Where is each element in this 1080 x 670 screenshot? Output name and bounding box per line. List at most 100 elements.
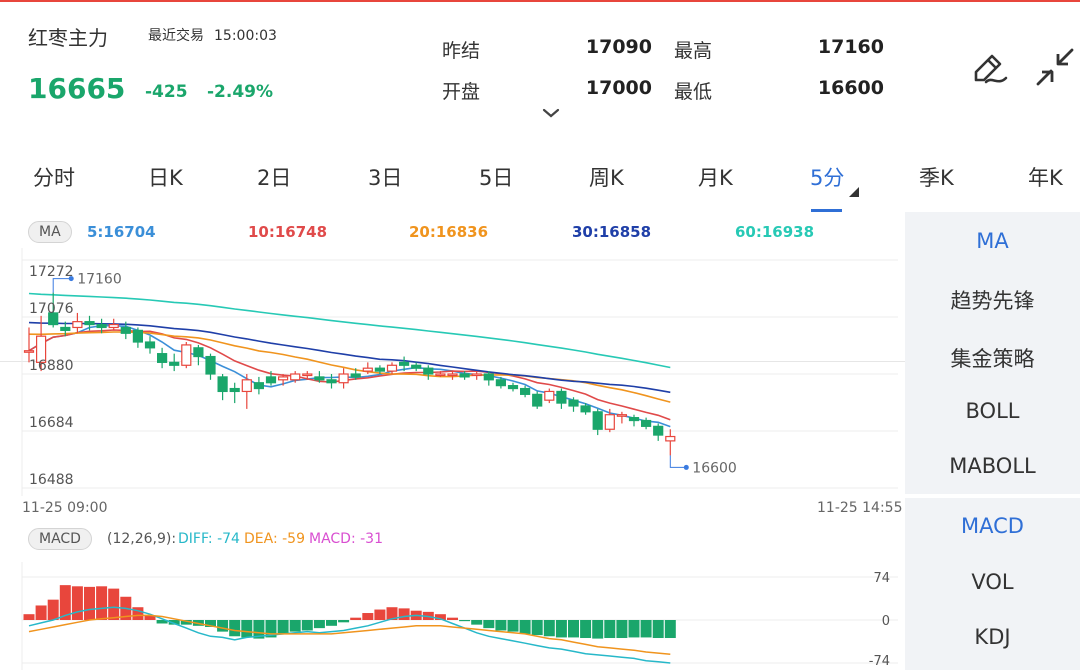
expand-chevron-icon[interactable] (540, 105, 562, 121)
candle-body (580, 405, 591, 413)
side-item-kdj[interactable]: KDJ (974, 625, 1011, 649)
candle-body (278, 376, 289, 381)
dropdown-corner-icon[interactable] (849, 182, 859, 201)
ma30-line (28, 321, 671, 394)
tab-5min[interactable]: 5分 (810, 166, 845, 190)
open-label: 开盘 (442, 81, 481, 103)
candle-body (157, 353, 168, 363)
candle-body (459, 373, 470, 378)
side-item-macd[interactable]: MACD (961, 514, 1024, 538)
candle-body (544, 390, 555, 401)
macd-bar (71, 586, 83, 620)
macd-bar (313, 620, 325, 629)
candle-body (556, 390, 567, 404)
side-item-boll[interactable]: BOLL (965, 399, 1020, 423)
macd-bar (180, 620, 192, 625)
macd-bar (84, 586, 95, 620)
candle-body (205, 355, 216, 375)
candle-body (447, 373, 458, 377)
macd-bar (47, 599, 59, 620)
candle-body (60, 326, 71, 331)
candle-body (193, 347, 204, 358)
macd-bar (616, 620, 628, 639)
macd-indicator-pill[interactable]: MACD (28, 528, 92, 550)
top-accent-line (0, 0, 1080, 2)
status-time: 15:00:03 (214, 28, 277, 44)
macd-bar (35, 605, 47, 620)
tab-2day[interactable]: 2日 (257, 166, 292, 190)
price-change: -425 (145, 82, 188, 102)
contract-name: 红枣主力 (28, 26, 108, 50)
active-tab-indicator (811, 209, 842, 212)
macd-bar (459, 620, 471, 622)
candle-body (362, 367, 373, 372)
candle-body (229, 387, 240, 393)
candle-body (423, 367, 434, 375)
high-marker-line (52, 278, 72, 293)
candle-body (628, 417, 640, 422)
side-item-trend-pioneer[interactable]: 趋势先锋 (950, 289, 1035, 313)
candle-body (386, 364, 398, 372)
macd-bar (253, 620, 265, 639)
macd-bar (156, 620, 168, 624)
macd-bar (471, 620, 483, 625)
status-label: 最近交易 (148, 28, 204, 44)
side-item-fund-strategy[interactable]: 集金策略 (950, 347, 1035, 371)
high-marker-dot (68, 276, 74, 282)
candle-body (96, 323, 107, 329)
candle-body (265, 376, 277, 384)
tab-quarter-k[interactable]: 季K (919, 166, 954, 190)
macd-bar (580, 620, 592, 639)
tab-5day[interactable]: 5日 (479, 166, 514, 190)
prev-settle-value: 17090 (585, 36, 652, 58)
macd-y-label: 0 (882, 614, 890, 629)
candle-body (568, 399, 579, 407)
candle-body (302, 373, 313, 377)
macd-bar (386, 607, 398, 620)
macd-bar (277, 620, 289, 634)
tab-timeshare[interactable]: 分时 (33, 166, 75, 190)
draw-pen-icon[interactable] (962, 42, 1014, 94)
tab-week-k[interactable]: 周K (589, 166, 624, 190)
macd-bar (531, 620, 543, 636)
side-item-maboll[interactable]: MABOLL (949, 454, 1036, 478)
macd-bar (568, 620, 579, 638)
macd-bar (628, 620, 640, 638)
side-item-ma[interactable]: MA (976, 229, 1009, 253)
macd-bar (217, 620, 229, 632)
tab-month-k[interactable]: 月K (698, 166, 733, 190)
candle-body (653, 425, 664, 436)
macd-bar (507, 620, 519, 632)
ma-indicator-pill[interactable]: MA (28, 221, 72, 243)
macd-bar (229, 620, 241, 637)
tab-year-k[interactable]: 年K (1028, 166, 1063, 190)
tab-day-k[interactable]: 日K (148, 166, 183, 190)
low-marker-line (669, 455, 687, 468)
tab-3day[interactable]: 3日 (368, 166, 403, 190)
low-price-label: 16600 (692, 460, 737, 476)
macd-bar (96, 586, 108, 620)
ma30-legend: 30:16858 (572, 223, 652, 241)
side-item-vol[interactable]: VOL (971, 570, 1014, 594)
macd-bar (326, 620, 337, 626)
macd-y-label: -74 (869, 654, 890, 669)
time-start-label: 11-25 09:00 (22, 500, 108, 516)
macd-bar (362, 613, 374, 620)
macd-chart[interactable]: 74 0 -74 (0, 562, 905, 670)
candle-body (519, 387, 531, 395)
macd-bar (59, 585, 71, 620)
prev-settle-label: 昨结 (442, 40, 481, 62)
candle-body (108, 323, 119, 329)
y-axis-label: 17272 (29, 264, 74, 280)
candle-body (181, 344, 192, 366)
candle-body (411, 364, 422, 369)
price-change-percent: -2.49% (207, 82, 274, 102)
kline-chart[interactable]: 17272 17076 16880 16684 16488 17160 16600 (0, 248, 905, 496)
candle-body (640, 419, 652, 427)
macd-bar (543, 620, 555, 637)
candle-body (120, 326, 131, 334)
y-axis-label: 17076 (29, 301, 74, 317)
period-tabs: 分时 日K 2日 3日 5日 周K 月K 5分 季K 年K (0, 150, 1080, 362)
candle-body (592, 411, 603, 430)
collapse-fullscreen-icon[interactable] (1030, 42, 1080, 94)
